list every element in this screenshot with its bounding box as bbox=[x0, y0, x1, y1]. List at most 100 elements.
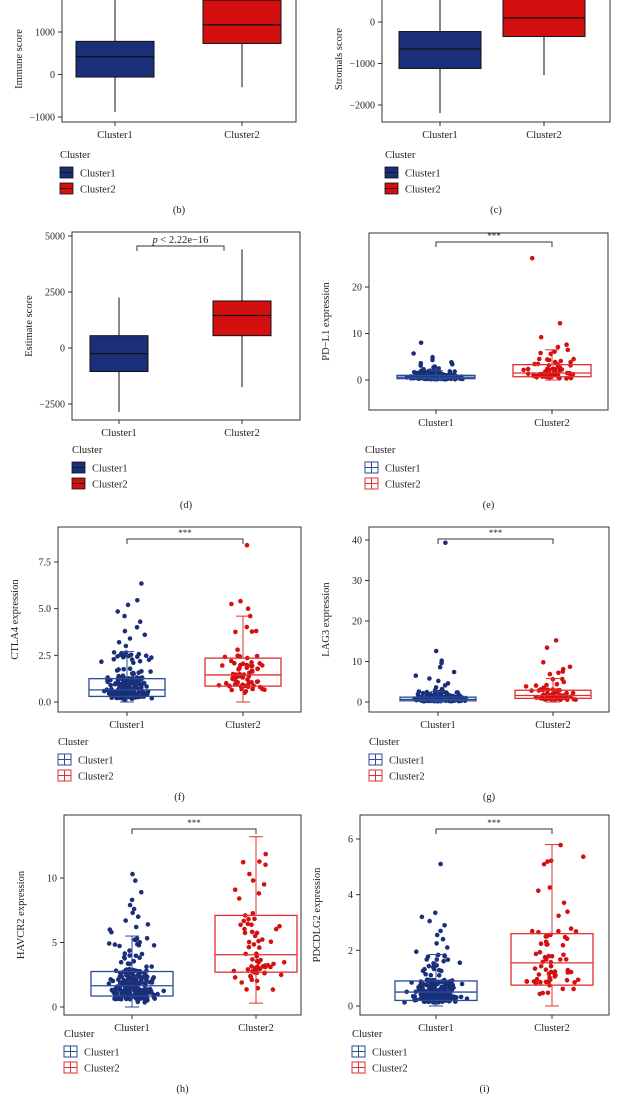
data-point bbox=[135, 654, 140, 659]
data-point bbox=[119, 690, 124, 695]
data-point bbox=[525, 366, 531, 372]
data-point bbox=[108, 690, 114, 695]
significance-bracket bbox=[435, 828, 553, 834]
y-tick-label: 20 bbox=[352, 283, 362, 294]
plot-frame bbox=[368, 232, 609, 411]
data-point bbox=[131, 660, 136, 665]
data-point bbox=[254, 951, 259, 957]
outlier-point bbox=[430, 357, 435, 363]
data-point bbox=[457, 960, 463, 965]
y-tick-label: 10 bbox=[47, 874, 57, 885]
data-point bbox=[254, 978, 260, 984]
x-tick-label: Cluster1 bbox=[420, 720, 456, 731]
data-point bbox=[255, 666, 261, 672]
data-point bbox=[123, 650, 129, 655]
data-point bbox=[254, 965, 259, 970]
data-point bbox=[524, 979, 530, 984]
panel-label: (d) bbox=[180, 500, 193, 511]
data-point bbox=[414, 697, 420, 703]
x-tick-label: Cluster2 bbox=[534, 1023, 570, 1034]
data-point bbox=[125, 968, 130, 973]
data-point bbox=[149, 695, 155, 701]
outlier-point bbox=[427, 676, 432, 681]
y-axis-label: PDCDLG2 expression bbox=[312, 867, 323, 963]
data-point bbox=[234, 681, 240, 686]
data-point bbox=[127, 953, 132, 958]
outlier-point bbox=[442, 923, 447, 928]
legend: Cluster Cluster1 Cluster2 bbox=[63, 1029, 120, 1075]
data-point bbox=[544, 682, 549, 688]
data-point bbox=[561, 900, 567, 906]
data-point bbox=[235, 653, 240, 658]
data-point bbox=[549, 954, 555, 959]
outlier-point bbox=[145, 922, 151, 927]
outlier-point bbox=[411, 351, 416, 356]
data-point bbox=[452, 369, 458, 374]
y-tick-label: 2500 bbox=[45, 288, 65, 299]
data-point bbox=[536, 888, 541, 893]
x-tick-label: Cluster2 bbox=[534, 418, 570, 429]
data-point bbox=[257, 945, 262, 950]
data-point bbox=[111, 650, 117, 655]
data-point bbox=[547, 975, 552, 980]
data-point bbox=[535, 361, 541, 367]
data-point bbox=[127, 948, 132, 953]
data-point bbox=[216, 683, 222, 688]
x-tick-label: Cluster2 bbox=[224, 428, 260, 439]
data-point bbox=[426, 963, 432, 969]
data-point bbox=[545, 990, 551, 996]
data-point bbox=[537, 356, 542, 362]
outlier-point bbox=[414, 949, 419, 954]
outlier-point bbox=[238, 598, 243, 604]
data-point bbox=[428, 972, 434, 978]
data-point bbox=[143, 976, 149, 981]
data-point bbox=[263, 862, 268, 868]
data-point bbox=[236, 667, 241, 672]
data-point bbox=[568, 926, 574, 931]
legend-title: Cluster bbox=[352, 1029, 383, 1040]
data-point bbox=[412, 370, 418, 375]
outlier-point bbox=[123, 918, 128, 923]
significance-label: *** bbox=[487, 818, 501, 828]
y-tick-label: 1000 bbox=[35, 28, 55, 39]
data-point bbox=[270, 987, 276, 992]
y-axis-label: CTLA4 expression bbox=[10, 579, 21, 660]
box-cluster1 bbox=[394, 980, 478, 1002]
data-point bbox=[546, 357, 552, 363]
outlier-point bbox=[133, 924, 139, 930]
plot-frame bbox=[71, 231, 301, 421]
x-tick-label: Cluster1 bbox=[418, 418, 454, 429]
y-tick-label: 0.0 bbox=[39, 698, 52, 709]
data-point bbox=[261, 882, 267, 887]
outlier-point bbox=[538, 334, 544, 340]
data-point bbox=[99, 659, 104, 664]
data-point bbox=[111, 989, 116, 995]
data-point bbox=[255, 679, 261, 684]
data-point bbox=[250, 957, 255, 962]
outlier-point bbox=[229, 601, 234, 607]
legend: Cluster Cluster1 Cluster2 bbox=[351, 1029, 408, 1075]
data-point bbox=[145, 987, 150, 992]
outlier-point bbox=[125, 602, 131, 608]
data-point bbox=[420, 690, 426, 696]
data-point bbox=[122, 956, 127, 961]
outlier-point bbox=[445, 945, 450, 950]
data-point bbox=[544, 934, 550, 939]
panel-label: (i) bbox=[480, 1084, 490, 1095]
outlier-point bbox=[439, 660, 444, 666]
data-point bbox=[441, 958, 447, 964]
data-point bbox=[538, 941, 544, 946]
data-point bbox=[523, 684, 529, 689]
data-point bbox=[233, 629, 238, 635]
legend: Cluster Cluster1 Cluster2 bbox=[368, 737, 425, 783]
legend-entry-label: Cluster2 bbox=[389, 772, 425, 783]
outlier-point bbox=[127, 636, 133, 641]
significance-bracket bbox=[437, 538, 554, 544]
data-point bbox=[521, 367, 526, 373]
outlier-point bbox=[553, 638, 559, 643]
data-point bbox=[425, 954, 431, 959]
data-point bbox=[425, 992, 431, 998]
